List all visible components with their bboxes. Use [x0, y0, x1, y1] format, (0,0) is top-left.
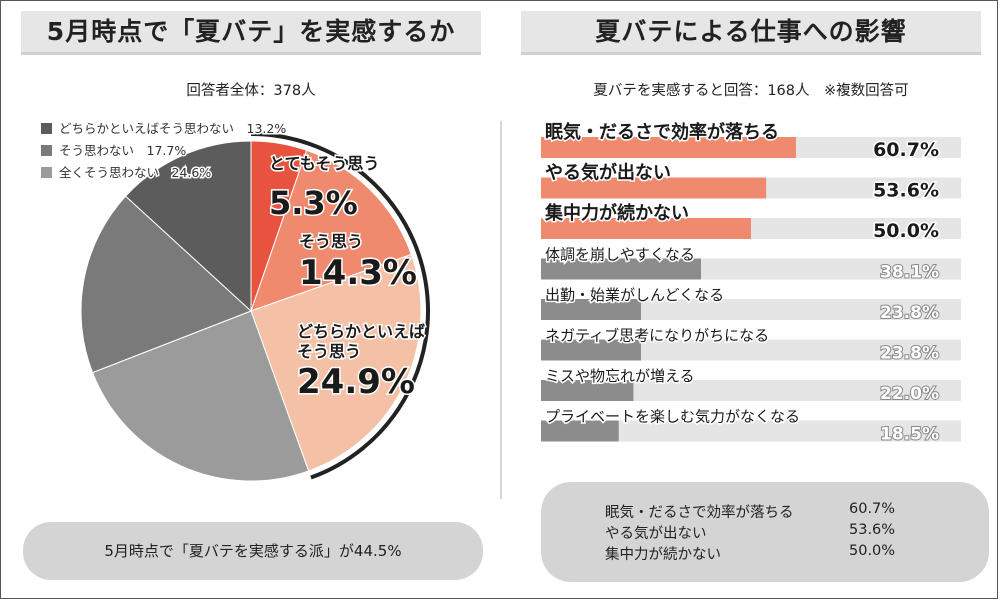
bar-track — [541, 339, 961, 361]
top3-summary-box: 眠気・だるさで効率が落ちる 60.7% やる気が出ない 53.6% 集中力が続か… — [541, 482, 989, 582]
bar — [541, 339, 641, 361]
bar-track — [541, 380, 961, 401]
legend-swatch — [41, 145, 52, 156]
pie-slice-label: どちらかといえば — [297, 322, 425, 341]
bar-chart: 眠気・だるさで効率が落ちる 60.7% やる気が出ない 53.6% 集中力が続かない 50… — [541, 120, 961, 446]
section-divider — [500, 121, 502, 499]
bar — [541, 420, 619, 442]
pie-slice — [80, 195, 252, 374]
pie-slice — [250, 253, 422, 472]
bar-category-label: 眠気・だるさで効率が落ちる — [545, 121, 779, 143]
pie-section-title: 5月時点で「夏バテ」を実感するか — [21, 11, 481, 55]
bar-value-label: 53.6% — [873, 180, 939, 202]
bar — [541, 258, 702, 280]
summary-note: 5月時点で「夏バテを実感する派」が44.5% — [23, 522, 483, 580]
bar-value-label: 23.8% — [880, 344, 939, 364]
agree-group-outline — [250, 132, 430, 480]
bar-respondents-label: 夏バテを実感すると回答：168人 ※複数回答可 — [593, 83, 909, 99]
bar — [541, 137, 796, 158]
pie-slice-percent: 5.3% — [269, 184, 358, 222]
legend-swatch — [41, 123, 52, 134]
bar-track — [541, 420, 961, 442]
summary-value-3: 50.0% — [849, 543, 896, 559]
bar — [541, 218, 751, 239]
legend-label: 全くそう思わない 24.6% — [59, 165, 211, 180]
summary-value-1: 60.7% — [849, 501, 896, 517]
pie-slice-label: そう思う — [299, 232, 363, 251]
pie-slice — [91, 310, 310, 482]
legend-label: どちらかといえばそう思わない 13.2% — [59, 121, 286, 136]
summary-label-3: 集中力が続かない — [605, 547, 721, 563]
bar — [541, 380, 634, 401]
pie-slice-label: そう思う — [297, 342, 361, 361]
bar — [541, 177, 767, 199]
pie-slice — [124, 140, 252, 313]
summary-label-1: 眠気・だるさで効率が落ちる — [605, 505, 794, 521]
bar-track — [541, 299, 961, 320]
bar-category-label: ミスや物忘れが増える — [545, 367, 695, 385]
pie-slice-percent: 24.9% — [297, 362, 415, 402]
bar-category-label: 体調を崩しやすくなる — [545, 246, 695, 264]
bar-value-label: 23.8% — [880, 303, 939, 323]
summary-label-2: やる気が出ない — [605, 526, 707, 542]
bar-category-label: ネガティブ思考になりがちになる — [545, 327, 769, 345]
bar — [541, 299, 641, 320]
bar-category-label: やる気が出ない — [545, 162, 671, 184]
bar-value-label: 38.1% — [880, 263, 939, 283]
pie-slice-percent: 14.3% — [299, 253, 417, 293]
bar-value-label: 18.5% — [880, 425, 939, 445]
summary-value-2: 53.6% — [849, 522, 896, 538]
pie-slice-label: とてもそう思う — [269, 154, 379, 173]
bar-category-label: 出勤・始業がしんどくなる — [545, 286, 724, 304]
legend-label: そう思わない 17.7% — [59, 143, 186, 158]
legend-swatch — [41, 167, 52, 178]
bar-value-label: 60.7% — [873, 139, 939, 161]
pie-slice — [250, 149, 412, 312]
bar-category-label: プライベートを楽しむ気力がなくなる — [545, 408, 800, 426]
pie-chart: とてもそう思う5.3%そう思う14.3%どちらかといえばそう思う24.9%どちら… — [41, 120, 430, 482]
bar-category-label: 集中力が続かない — [544, 202, 689, 224]
bar-value-label: 22.0% — [880, 384, 939, 404]
bar-value-label: 50.0% — [873, 220, 939, 242]
bar-section-title: 夏バテによる仕事への影響 — [521, 11, 981, 55]
pie-respondents-label: 回答者全体：378人 — [186, 83, 316, 99]
